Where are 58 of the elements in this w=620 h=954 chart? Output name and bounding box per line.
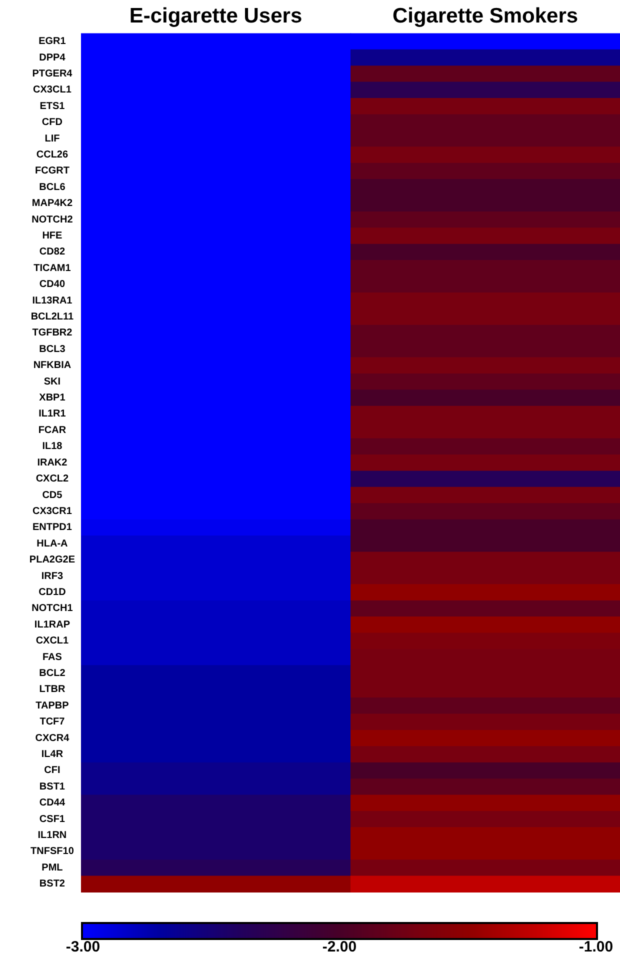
y-tick-label: CFI <box>44 765 60 776</box>
y-tick-label: BCL3 <box>39 344 66 355</box>
y-tick-label: LTBR <box>39 684 66 696</box>
y-tick-label: CXCR4 <box>35 732 70 744</box>
y-tick-label: CCL26 <box>36 149 68 160</box>
y-tick-label: TNFSF10 <box>30 846 74 858</box>
y-tick-label: CXCL2 <box>36 474 70 485</box>
y-tick-label: NFKBIA <box>33 360 72 372</box>
y-tick-label: CX3CL1 <box>33 84 72 96</box>
y-tick-label: PML <box>42 862 63 874</box>
x-tick-label: Cigarette Smokers <box>392 4 578 28</box>
y-tick-label: IRF3 <box>41 570 64 582</box>
y-tick-label: IL1R1 <box>38 408 66 420</box>
y-tick-label: BCL2 <box>39 668 66 679</box>
y-tick-label: PLA2G2E <box>29 554 76 566</box>
y-tick-label: EGR1 <box>38 36 66 48</box>
y-tick-label: MAP4K2 <box>32 198 73 210</box>
y-tick-label: CD40 <box>39 279 66 290</box>
y-tick-label: FAS <box>42 652 62 663</box>
y-tick-label: PTGER4 <box>32 68 73 80</box>
color-bar-label: -1.00 <box>578 938 614 954</box>
y-tick-label: CX3CR1 <box>32 506 72 517</box>
y-tick-label: TAPBP <box>36 700 70 712</box>
y-tick-label: LIF <box>44 133 60 144</box>
y-tick-label: HFE <box>42 230 63 242</box>
y-tick-label: CSF1 <box>39 814 66 825</box>
y-tick-label: TCF7 <box>40 716 66 728</box>
y-tick-label: CD1D <box>38 586 66 598</box>
y-tick-label: CD5 <box>42 490 63 501</box>
y-tick-label: IRAK2 <box>37 457 68 468</box>
y-tick-label: BCL6 <box>39 182 66 193</box>
y-tick-label: NOTCH1 <box>32 603 74 614</box>
y-tick-label: IL18 <box>42 441 63 452</box>
y-tick-label: CD44 <box>39 798 66 809</box>
y-tick-label: IL13RA1 <box>32 295 73 306</box>
y-tick-label: FCGRT <box>34 166 70 177</box>
y-tick-label: XBP1 <box>39 392 66 404</box>
color-bar-label: -2.00 <box>322 938 357 954</box>
y-tick-label: FCAR <box>38 424 67 436</box>
y-tick-label: TICAM1 <box>34 262 72 274</box>
y-tick-label: BCL2L11 <box>30 312 74 323</box>
x-tick-label: E-cigarette Users <box>129 4 302 28</box>
y-tick-label: IL4R <box>41 749 64 760</box>
y-tick-label: CFD <box>42 117 62 128</box>
y-tick-label: DPP4 <box>39 52 66 64</box>
y-tick-label: ETS1 <box>40 100 66 112</box>
y-tick-label: HLA-A <box>36 538 68 550</box>
y-tick-label: IL1RN <box>38 830 67 842</box>
y-tick-label: BST2 <box>39 878 66 890</box>
y-tick-label: CXCL1 <box>36 636 70 647</box>
y-tick-label: NOTCH2 <box>32 214 74 226</box>
y-tick-label: TGFBR2 <box>32 328 73 339</box>
color-bar-label: -3.00 <box>66 938 100 954</box>
y-tick-label: CD82 <box>39 246 66 258</box>
y-tick-label: BST1 <box>39 781 66 792</box>
y-tick-label: ENTPD1 <box>32 522 72 534</box>
y-tick-label: SKI <box>44 376 61 388</box>
y-tick-label: IL1RAP <box>34 619 70 630</box>
